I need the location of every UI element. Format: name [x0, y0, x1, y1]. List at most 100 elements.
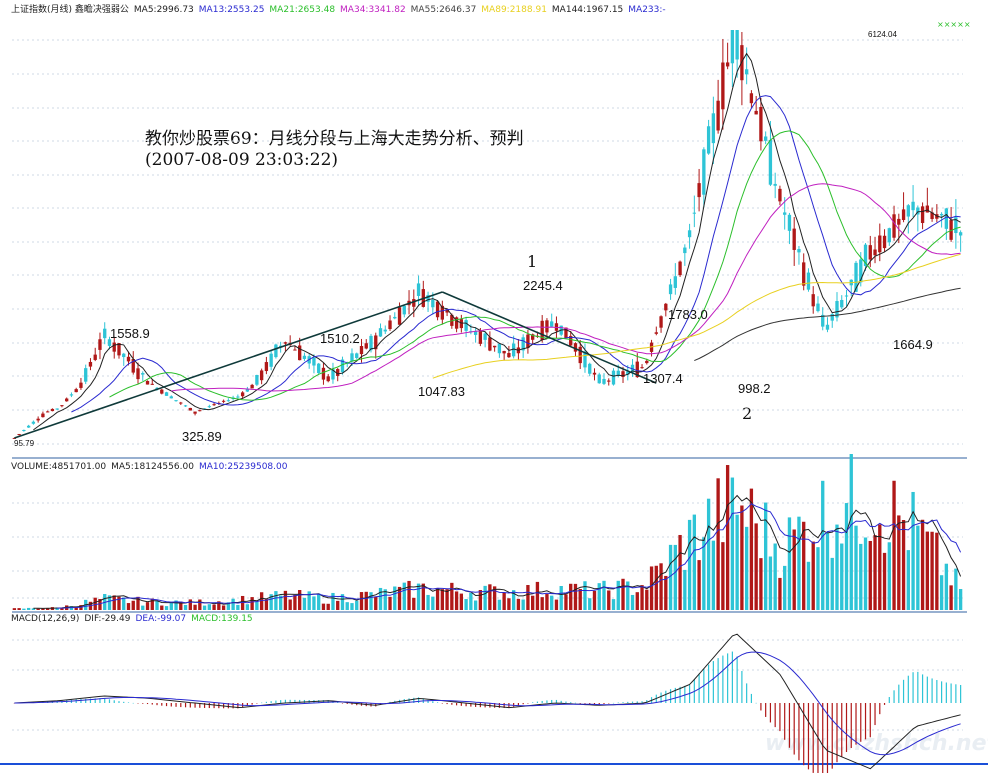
- macd-bar: [441, 703, 443, 704]
- candle-up: [692, 212, 697, 214]
- volume-bar: [716, 478, 720, 610]
- segment-label-2: 2: [742, 404, 753, 423]
- candle-down: [412, 299, 416, 307]
- macd-bar: [622, 702, 624, 703]
- macd-bar: [189, 703, 191, 708]
- candle-down: [193, 411, 197, 414]
- macd-header-item: MACD:139.15: [191, 614, 253, 624]
- macd-bar: [303, 699, 306, 703]
- macd-bar: [812, 703, 814, 773]
- volume-bar: [421, 583, 425, 610]
- macd-bar: [850, 703, 852, 749]
- candle-up: [202, 408, 207, 410]
- candle-up: [236, 396, 240, 398]
- candle-down: [397, 307, 402, 325]
- candle-up: [183, 405, 188, 407]
- macd-bar: [674, 687, 676, 703]
- macd-bar: [280, 700, 282, 703]
- volume-bar: [925, 531, 930, 610]
- candle-up: [107, 339, 112, 346]
- macd-bar: [142, 703, 144, 704]
- volume-bar: [697, 560, 701, 610]
- volume-bar: [326, 603, 330, 610]
- candle-up: [668, 284, 673, 295]
- volume-bar: [678, 534, 682, 610]
- macd-bar: [608, 703, 610, 704]
- macd-bar: [950, 683, 952, 703]
- candle-down: [930, 212, 934, 220]
- macd-bar: [551, 699, 553, 703]
- volume-bar: [583, 581, 587, 610]
- volume-bar: [935, 532, 939, 610]
- volume-bar: [649, 566, 654, 610]
- macd-bar: [232, 703, 234, 709]
- volume-bar: [635, 592, 639, 610]
- volume-bar: [878, 524, 882, 610]
- volume-bar: [207, 604, 211, 610]
- volume-bar: [298, 590, 302, 610]
- macd-bar: [536, 701, 539, 703]
- macd-bar: [565, 701, 567, 703]
- candle-down: [531, 334, 535, 340]
- macd-bar: [432, 701, 434, 703]
- candle-down: [507, 353, 511, 358]
- candle-down: [112, 342, 116, 352]
- candle-down: [79, 382, 83, 388]
- candle-down: [440, 305, 444, 320]
- macd-bar: [470, 703, 472, 707]
- volume-bar: [245, 604, 250, 610]
- candle-up: [369, 335, 373, 351]
- macd-header: MACD(12,26,9) DIF:-29.49 DEA:-99.07 MACD:13…: [11, 614, 258, 624]
- candle-up: [702, 149, 706, 195]
- ma5-line: [33, 52, 961, 431]
- volume-bar: [721, 542, 725, 610]
- candle-down: [259, 370, 264, 381]
- volume-bar: [126, 603, 131, 610]
- volume-bar: [540, 597, 544, 610]
- candle-down: [45, 411, 50, 413]
- candle-up: [103, 328, 107, 339]
- volume-bar: [445, 589, 449, 610]
- volume-bar: [412, 597, 416, 610]
- macd-bar: [508, 703, 510, 709]
- volume-bar: [882, 552, 887, 610]
- volume-bar: [730, 477, 735, 610]
- candle-up: [958, 232, 963, 236]
- macd-bar: [132, 702, 134, 704]
- ma21-line: [109, 130, 961, 401]
- candle-down: [50, 408, 55, 412]
- volume-bar: [26, 607, 31, 610]
- volume-bar: [939, 575, 944, 610]
- macd-bar: [127, 702, 130, 703]
- volume-bar: [236, 604, 240, 610]
- volume-bar: [440, 589, 444, 610]
- volume-bar: [55, 607, 59, 610]
- macd-bar: [389, 701, 391, 703]
- volume-bar: [60, 608, 64, 610]
- volume-bar: [12, 608, 17, 610]
- candle-down: [364, 343, 368, 349]
- macd-bar: [798, 703, 800, 761]
- volume-bar: [773, 543, 777, 610]
- macd-bar: [341, 703, 344, 704]
- macd-bar: [408, 698, 410, 703]
- candle-up: [383, 329, 387, 332]
- macd-bar: [89, 698, 92, 703]
- candle-down: [659, 316, 663, 328]
- macd-bar: [451, 703, 453, 705]
- volume-bar: [611, 599, 616, 610]
- corner-marker: ×××××: [937, 20, 971, 29]
- candle-down: [117, 343, 121, 356]
- macd-bar: [627, 701, 629, 703]
- volume-bar: [545, 594, 549, 610]
- candle-down: [374, 335, 378, 350]
- candle-up: [821, 314, 825, 327]
- candle-up: [735, 30, 739, 60]
- macd-bar: [261, 702, 263, 704]
- candle-up: [355, 353, 359, 359]
- macd-bar: [731, 651, 733, 703]
- main-header-item: MA55:2646.37: [410, 5, 477, 15]
- macd-bar: [327, 700, 329, 703]
- macd-bar: [727, 653, 729, 703]
- volume-bar: [664, 575, 668, 610]
